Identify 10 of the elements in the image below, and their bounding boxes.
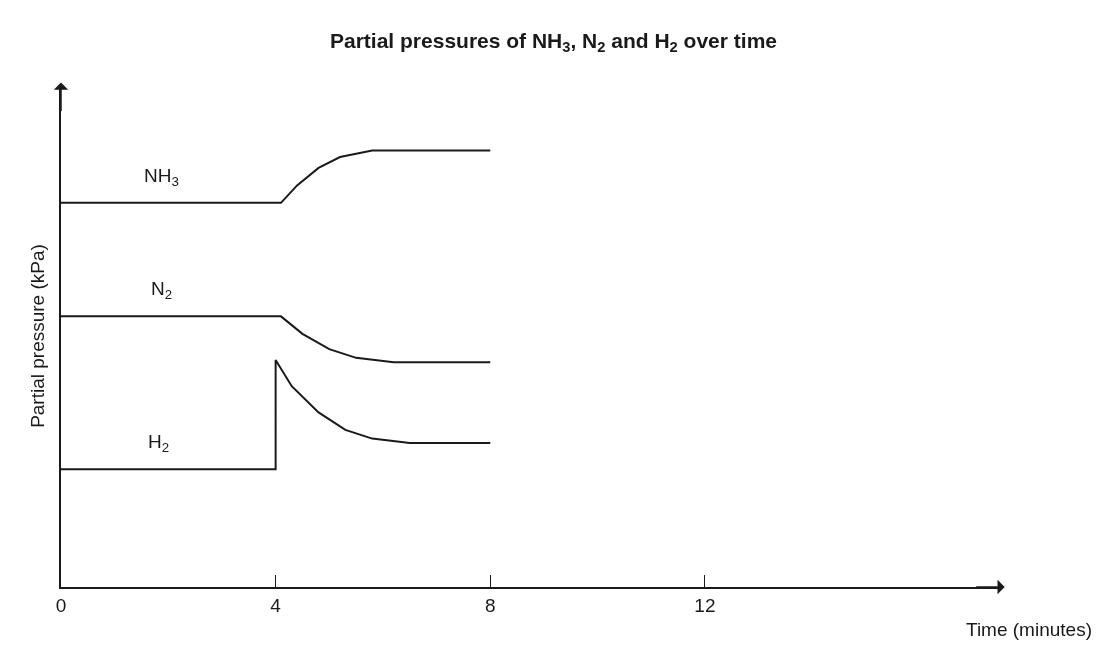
y-axis-title: Partial pressure (kPa) xyxy=(26,244,48,428)
x-tick-label: 4 xyxy=(270,594,282,616)
series-label: NH$_{3}$ xyxy=(144,165,179,189)
x-tick-label: 0 xyxy=(55,594,67,616)
series-label: H$_{2}$ xyxy=(148,431,170,455)
x-axis-title: Time (minutes) xyxy=(966,619,1092,640)
chart-title: Partial pressures of NH$_{3}$, N$_{2}$ and H$_{2}$ over time xyxy=(329,28,778,56)
x-tick-label: 8 xyxy=(484,594,496,616)
series-label: N$_{2}$ xyxy=(151,278,173,302)
x-tick-label: 12 xyxy=(694,594,716,616)
